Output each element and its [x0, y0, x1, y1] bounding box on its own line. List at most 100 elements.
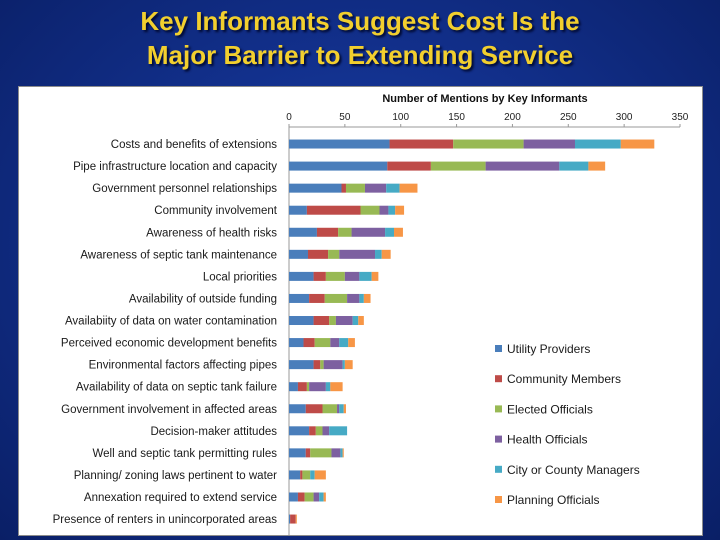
category-label: Presence of renters in unincorporated ar…: [53, 514, 278, 526]
category-label: Government personnel relationships: [92, 183, 277, 195]
bar-segment: [324, 293, 348, 303]
bar-segment: [381, 249, 391, 259]
bar-segment: [289, 404, 306, 414]
stacked-bar-chart: Number of Mentions by Key Informants 0 50 1…: [53, 93, 689, 535]
bar-segment: [306, 382, 310, 392]
bar-segment: [289, 338, 304, 348]
bar-segment: [342, 448, 344, 458]
category-label: Government involvement in affected areas: [61, 404, 277, 416]
bar-segment: [300, 470, 303, 480]
bar-segment: [358, 316, 364, 326]
bar-segment: [307, 249, 329, 259]
bar-segment: [310, 470, 315, 480]
bar-segment: [305, 448, 311, 458]
category-label: Well and septic tank permitting rules: [92, 448, 277, 460]
bar-segment: [319, 492, 324, 502]
bar-segment: [329, 426, 348, 436]
bar-segment: [330, 338, 340, 348]
x-tick-label: 100: [392, 112, 409, 123]
bar-segment: [395, 205, 405, 215]
bar-segment: [337, 404, 340, 414]
bar-segment: [620, 139, 655, 149]
bar-segment: [339, 249, 376, 259]
bar-segment: [325, 382, 331, 392]
x-tick-label: 350: [672, 112, 689, 123]
legend-swatch: [495, 375, 502, 383]
legend-swatch: [495, 435, 502, 443]
bar-segment: [371, 271, 379, 281]
slide-title: Key Informants Suggest Cost Is the Major…: [0, 4, 720, 72]
bar-segment: [351, 227, 386, 237]
bar-segment: [338, 227, 352, 237]
bar-segment: [343, 404, 346, 414]
bar-segment: [588, 161, 606, 171]
bar-segment: [304, 492, 314, 502]
bar-segment: [290, 514, 296, 524]
bar-segment: [297, 492, 305, 502]
bar-segment: [289, 293, 310, 303]
bar-segment: [309, 293, 325, 303]
legend-label: City or County Managers: [507, 463, 640, 477]
category-label: Costs and benefits of extensions: [111, 139, 277, 151]
bar-segment: [485, 161, 560, 171]
bar-segment: [344, 360, 353, 370]
bar-segment: [323, 492, 326, 502]
bar-segment: [394, 227, 403, 237]
category-label: Awareness of health risks: [146, 227, 277, 239]
bar-segment: [289, 205, 307, 215]
bar-segment: [289, 183, 342, 193]
bar-segment: [289, 426, 310, 436]
bar-segment: [306, 205, 361, 215]
category-label: Decision-maker attitudes: [150, 426, 277, 438]
bar-segment: [389, 139, 454, 149]
category-label: Perceived economic development benefits: [61, 338, 277, 350]
bar-segment: [309, 426, 316, 436]
bar-segment: [335, 316, 353, 326]
bar-segment: [289, 227, 317, 237]
bar-segment: [325, 271, 345, 281]
bar-segment: [313, 492, 320, 502]
bar-segment: [363, 293, 371, 303]
legend-label: Utility Providers: [507, 342, 590, 356]
bar-segment: [323, 360, 343, 370]
bar-segment: [347, 293, 360, 303]
legend-label: Elected Officials: [507, 402, 593, 416]
bar-segment: [348, 338, 355, 348]
bar-segment: [345, 183, 365, 193]
x-tick-label: 50: [339, 112, 351, 123]
bar-segment: [453, 139, 524, 149]
bar-segment: [314, 338, 331, 348]
x-tick-label: 250: [560, 112, 577, 123]
bar-segment: [309, 382, 326, 392]
bar-segment: [344, 271, 360, 281]
bar-segment: [313, 360, 321, 370]
category-label: Planning/ zoning laws pertinent to water: [74, 470, 277, 482]
category-label: Pipe infrastructure location and capacit…: [73, 161, 277, 173]
bar-segment: [313, 316, 330, 326]
bar-segment: [289, 382, 298, 392]
bar-segment: [330, 382, 343, 392]
category-label: Awareness of septic tank maintenance: [80, 249, 277, 261]
category-label: Local priorities: [203, 271, 277, 283]
slide-title-line-1: Key Informants Suggest Cost Is the: [140, 6, 580, 36]
category-label: Availability of outside funding: [129, 293, 277, 305]
bar-segment: [289, 271, 314, 281]
slide-title-line-2: Major Barrier to Extending Service: [146, 40, 574, 70]
bar-segment: [297, 382, 307, 392]
bar-segment: [399, 183, 418, 193]
bar-segment: [322, 404, 338, 414]
bar-segment: [329, 316, 336, 326]
bar-segment: [387, 161, 431, 171]
bar-segment: [289, 514, 291, 524]
bar-segment: [359, 293, 364, 303]
bar-segment: [289, 360, 314, 370]
bar-segment: [303, 338, 315, 348]
bar-segment: [574, 139, 621, 149]
bar-segment: [430, 161, 486, 171]
bar-segment: [316, 227, 339, 237]
bar-segment: [352, 316, 359, 326]
bar-segment: [289, 492, 298, 502]
bar-segment: [310, 448, 332, 458]
bar-segment: [559, 161, 589, 171]
bar-segment: [339, 338, 349, 348]
